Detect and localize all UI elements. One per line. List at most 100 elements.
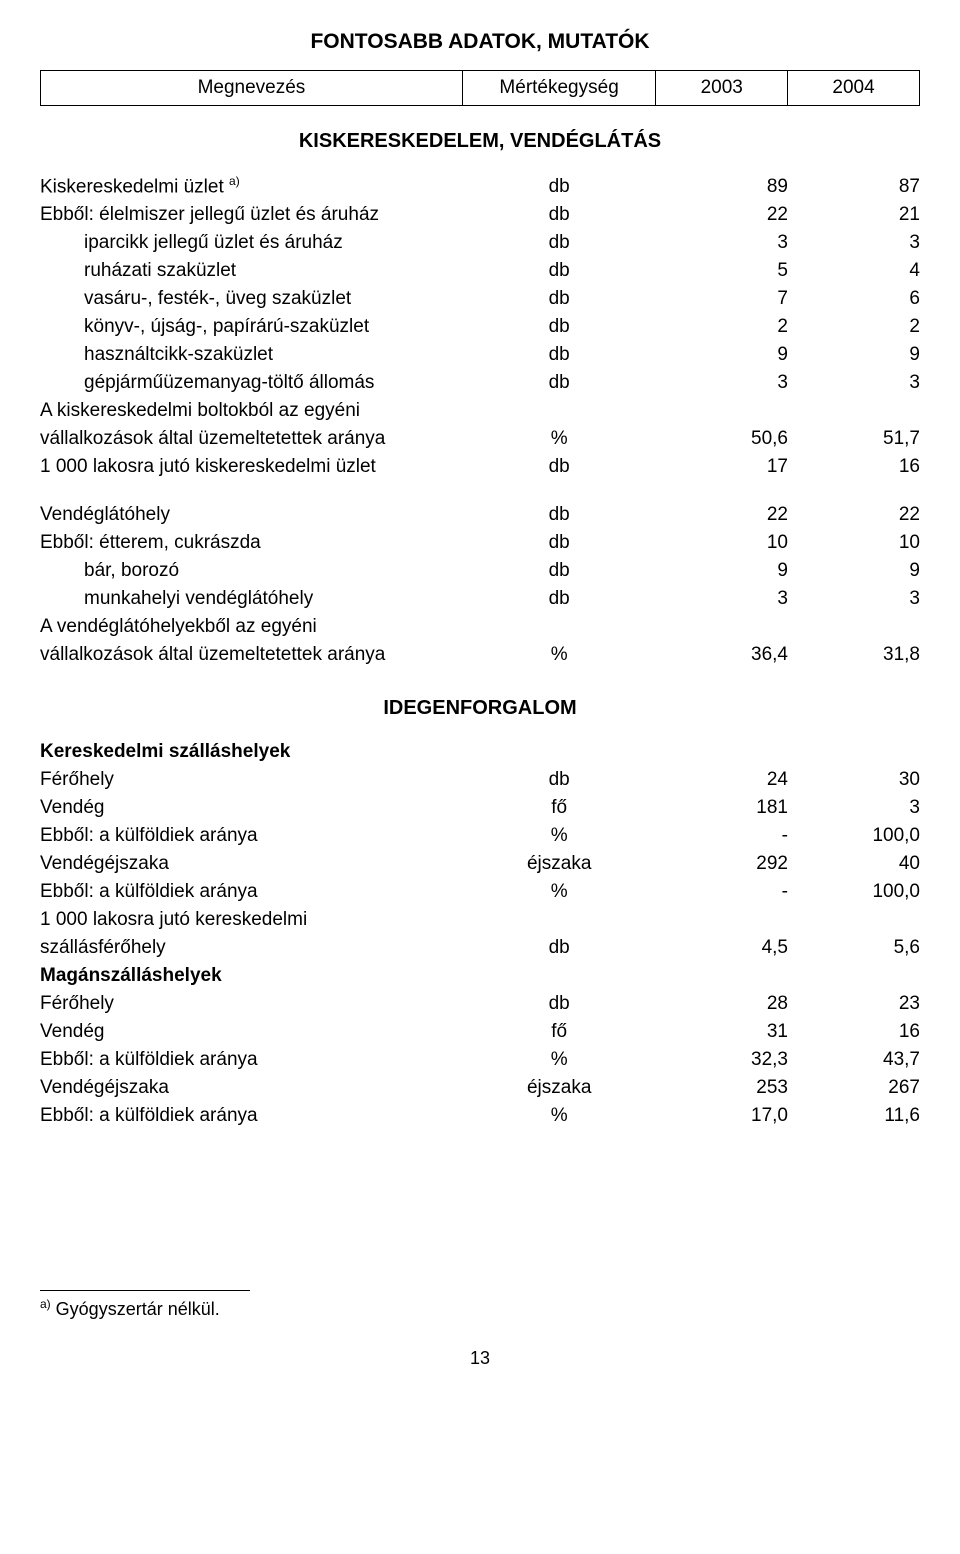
row-unit: %: [462, 425, 656, 453]
row-label: Vendégéjszaka: [40, 850, 462, 878]
row-label: könyv-, újság-, papírárú-szaküzlet: [40, 313, 462, 341]
header-2004: 2004: [788, 71, 920, 106]
row-unit: %: [462, 878, 656, 906]
row-label: Kereskedelmi szálláshelyek: [40, 738, 462, 766]
row-label: Ebből: étterem, cukrászda: [40, 529, 462, 557]
row-label: Ebből: élelmiszer jellegű üzlet és áruhá…: [40, 201, 462, 229]
row-unit: %: [462, 1102, 656, 1130]
row-label: Ebből: a külföldiek aránya: [40, 1046, 462, 1074]
row-v2: 23: [788, 990, 920, 1018]
row-unit: db: [462, 341, 656, 369]
row-label: munkahelyi vendéglátóhely: [40, 585, 462, 613]
row-v1: 3: [656, 229, 788, 257]
row-unit: db: [462, 453, 656, 481]
page-title: FONTOSABB ADATOK, MUTATÓK: [40, 30, 920, 54]
row-unit: fő: [462, 794, 656, 822]
row-label: iparcikk jellegű üzlet és áruház: [40, 229, 462, 257]
table-row: Férőhelydb2430: [40, 766, 920, 794]
row-v1: 10: [656, 529, 788, 557]
row-label: Magánszálláshelyek: [40, 962, 462, 990]
table-row: iparcikk jellegű üzlet és áruházdb33: [40, 229, 920, 257]
section-retail: KISKERESKEDELEM, VENDÉGLÁTÁS: [40, 130, 920, 153]
row-unit: db: [462, 201, 656, 229]
row-label: használtcikk-szaküzlet: [40, 341, 462, 369]
header-table: Megnevezés Mértékegység 2003 2004: [40, 70, 920, 106]
tourism-table: Kereskedelmi szálláshelyek Férőhelydb243…: [40, 738, 920, 1130]
footnote-rule: [40, 1290, 250, 1291]
table-row: vasáru-, festék-, üveg szaküzletdb76: [40, 285, 920, 313]
row-label: A vendéglátóhelyekből az egyéni: [40, 613, 462, 641]
row-label: Ebből: a külföldiek aránya: [40, 822, 462, 850]
row-label: A kiskereskedelmi boltokból az egyéni: [40, 397, 462, 425]
table-row: Vendéglátóhelydb2222: [40, 501, 920, 529]
table-row: Vendégéjszakaéjszaka253267: [40, 1074, 920, 1102]
table-row: A vendéglátóhelyekből az egyéni: [40, 613, 920, 641]
row-v2: 4: [788, 257, 920, 285]
table-row: bár, borozódb99: [40, 557, 920, 585]
row-v2: 3: [788, 369, 920, 397]
footnote-mark: a): [229, 174, 240, 188]
row-unit: db: [462, 529, 656, 557]
row-unit: db: [462, 257, 656, 285]
row-v1: -: [656, 878, 788, 906]
row-v2: 3: [788, 229, 920, 257]
row-v1: 22: [656, 501, 788, 529]
row-v2: 267: [788, 1074, 920, 1102]
table-row: Ebből: élelmiszer jellegű üzlet és áruhá…: [40, 201, 920, 229]
table-row: Ebből: a külföldiek aránya%17,011,6: [40, 1102, 920, 1130]
table-row: Vendégfő1813: [40, 794, 920, 822]
header-name: Megnevezés: [41, 71, 463, 106]
row-v2: 43,7: [788, 1046, 920, 1074]
row-v2: 9: [788, 557, 920, 585]
row-unit: db: [462, 501, 656, 529]
row-unit: éjszaka: [462, 850, 656, 878]
row-v2: 3: [788, 794, 920, 822]
table-row: Ebből: a külföldiek aránya%-100,0: [40, 822, 920, 850]
table-row: vállalkozások által üzemeltetettek arány…: [40, 425, 920, 453]
row-unit: %: [462, 822, 656, 850]
row-label: vállalkozások által üzemeltetettek arány…: [40, 425, 462, 453]
row-v2: 16: [788, 453, 920, 481]
table-row: Férőhelydb2823: [40, 990, 920, 1018]
row-label: gépjárműüzemanyag-töltő állomás: [40, 369, 462, 397]
table-row: gépjárműüzemanyag-töltő állomásdb33: [40, 369, 920, 397]
header-2003: 2003: [656, 71, 788, 106]
row-v2: 40: [788, 850, 920, 878]
row-unit: %: [462, 1046, 656, 1074]
table-row: 1 000 lakosra jutó kereskedelmi: [40, 906, 920, 934]
row-v2: 51,7: [788, 425, 920, 453]
table-row: használtcikk-szaküzletdb99: [40, 341, 920, 369]
row-label: vállalkozások által üzemeltetettek arány…: [40, 641, 462, 669]
row-v1: 17: [656, 453, 788, 481]
row-label: szállásférőhely: [40, 934, 462, 962]
row-label: 1 000 lakosra jutó kereskedelmi: [40, 906, 462, 934]
row-v2: 11,6: [788, 1102, 920, 1130]
row-v1: 50,6: [656, 425, 788, 453]
row-v2: 22: [788, 501, 920, 529]
row-unit: db: [462, 766, 656, 794]
row-v2: 9: [788, 341, 920, 369]
table-row: könyv-, újság-, papírárú-szaküzletdb22: [40, 313, 920, 341]
table-row: Magánszálláshelyek: [40, 962, 920, 990]
row-label: Vendég: [40, 794, 462, 822]
table-row: Ebből: a külföldiek aránya%32,343,7: [40, 1046, 920, 1074]
row-v1: 7: [656, 285, 788, 313]
row-v1: 31: [656, 1018, 788, 1046]
row-unit: db: [462, 229, 656, 257]
footnote-text: Gyógyszertár nélkül.: [51, 1299, 220, 1319]
row-v1: 22: [656, 201, 788, 229]
row-unit: db: [462, 934, 656, 962]
row-v1: 3: [656, 369, 788, 397]
row-unit: db: [462, 990, 656, 1018]
row-label: Vendéglátóhely: [40, 501, 462, 529]
row-label: ruházati szaküzlet: [40, 257, 462, 285]
row-unit: db: [462, 557, 656, 585]
row-v1: 292: [656, 850, 788, 878]
row-v1: 28: [656, 990, 788, 1018]
row-unit: db: [462, 369, 656, 397]
row-unit: %: [462, 641, 656, 669]
table-row: Vendégéjszakaéjszaka29240: [40, 850, 920, 878]
table-row: munkahelyi vendéglátóhelydb33: [40, 585, 920, 613]
row-v1: 9: [656, 557, 788, 585]
row-label: Férőhely: [40, 990, 462, 1018]
